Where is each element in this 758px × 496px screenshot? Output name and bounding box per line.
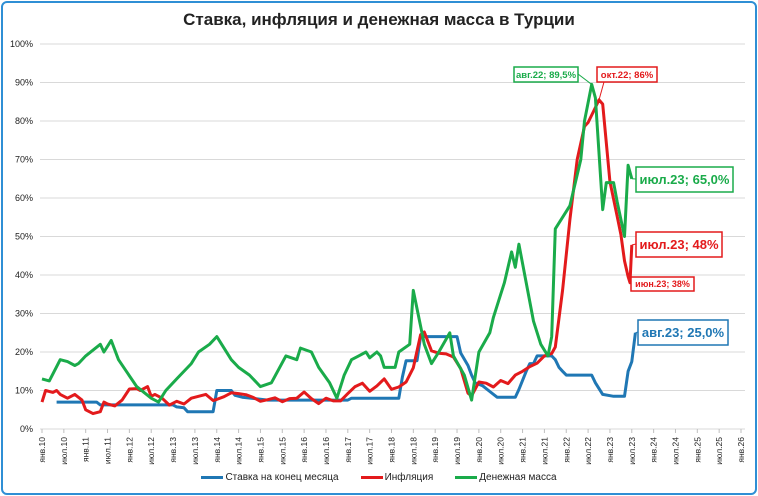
- y-tick-label: 80%: [15, 116, 33, 126]
- y-tick-label: 10%: [15, 386, 33, 396]
- x-tick-label: янв.13: [168, 437, 178, 463]
- y-tick-label: 90%: [15, 78, 33, 88]
- x-tick-label: июл.12: [146, 437, 156, 465]
- x-tick-label: янв.15: [255, 437, 265, 463]
- x-tick-label: янв.16: [299, 437, 309, 463]
- x-tick-label: янв.14: [212, 437, 222, 463]
- legend-item-rate: Ставка на конец месяца: [201, 472, 339, 483]
- x-tick-label: июл.11: [103, 437, 113, 464]
- annotation-box: [637, 319, 729, 346]
- x-tick-label: янв.17: [343, 437, 353, 463]
- annotation-box: [596, 66, 658, 83]
- x-tick-label: янв.10: [37, 437, 47, 463]
- x-tick-label: июл.23: [627, 437, 637, 465]
- x-tick-label: янв.22: [561, 437, 571, 463]
- legend-swatch-money-supply: [455, 476, 478, 479]
- annotation-leader: [577, 73, 593, 85]
- x-tick-label: июл.21: [539, 437, 549, 465]
- x-tick-label: янв.25: [692, 437, 702, 463]
- x-tick-label: июл.18: [408, 437, 418, 465]
- chart-legend: Ставка на конец месяца Инфляция Денежная…: [0, 472, 758, 483]
- y-tick-label: 60%: [15, 193, 33, 203]
- legend-label-inflation: Инфляция: [384, 472, 434, 483]
- y-tick-label: 30%: [15, 309, 33, 319]
- legend-swatch-inflation: [360, 476, 383, 479]
- x-tick-label: янв.26: [736, 437, 746, 463]
- money-supply-line: [41, 82, 634, 404]
- y-tick-label: 20%: [15, 347, 33, 357]
- annotation-leader: [598, 81, 605, 100]
- annotation-box: [635, 166, 734, 193]
- x-tick-label: июл.10: [59, 437, 69, 465]
- annotation-label: окт.22; 86%: [601, 70, 654, 81]
- x-tick-label: июл.25: [714, 437, 724, 465]
- legend-label-money-supply: Денежная масса: [479, 472, 557, 483]
- x-tick-label: июл.20: [496, 437, 506, 465]
- chart-title: Ставка, инфляция и денежная масса в Турц…: [183, 10, 575, 29]
- y-tick-label: 70%: [15, 155, 33, 165]
- legend-label-rate: Ставка на конец месяца: [225, 472, 339, 483]
- inflation-line: [40, 98, 634, 416]
- x-tick-label: янв.11: [81, 437, 91, 462]
- x-tick-label: янв.21: [518, 437, 528, 463]
- x-tick-label: янв.23: [605, 437, 615, 463]
- x-tick-label: июл.14: [234, 437, 244, 465]
- x-tick-label: янв.20: [474, 437, 484, 463]
- x-tick-label: июл.17: [365, 437, 375, 465]
- annotation-box: [635, 231, 723, 258]
- x-tick-label: июл.19: [452, 437, 462, 465]
- annotation-label: авг.23; 25,0%: [642, 325, 725, 340]
- annotation-label: июл.23; 48%: [639, 237, 719, 252]
- y-tick-label: 40%: [15, 270, 33, 280]
- x-tick-label: июл.16: [321, 437, 331, 465]
- annotation-label: июн.23; 38%: [635, 279, 690, 289]
- y-tick-label: 0%: [20, 424, 33, 434]
- x-tick-label: июл.24: [670, 437, 680, 465]
- x-tick-label: янв.12: [124, 437, 134, 463]
- x-tick-label: янв.19: [430, 437, 440, 463]
- legend-swatch-rate: [201, 476, 224, 479]
- y-tick-label: 100%: [10, 39, 33, 49]
- x-tick-label: янв.18: [387, 437, 397, 463]
- annotation-label: авг.22; 89,5%: [516, 70, 577, 81]
- annotation-box: [513, 66, 579, 83]
- annotation-label: июл.23; 65,0%: [640, 172, 730, 187]
- annotation-box: [630, 276, 695, 292]
- x-tick-label: июл.22: [583, 437, 593, 465]
- x-tick-label: июл.15: [277, 437, 287, 465]
- legend-item-inflation: Инфляция: [360, 472, 434, 483]
- x-tick-label: янв.24: [649, 437, 659, 463]
- y-tick-label: 50%: [15, 232, 33, 242]
- legend-item-money-supply: Денежная масса: [455, 472, 557, 483]
- x-tick-label: июл.13: [190, 437, 200, 465]
- rate-line: [56, 332, 637, 414]
